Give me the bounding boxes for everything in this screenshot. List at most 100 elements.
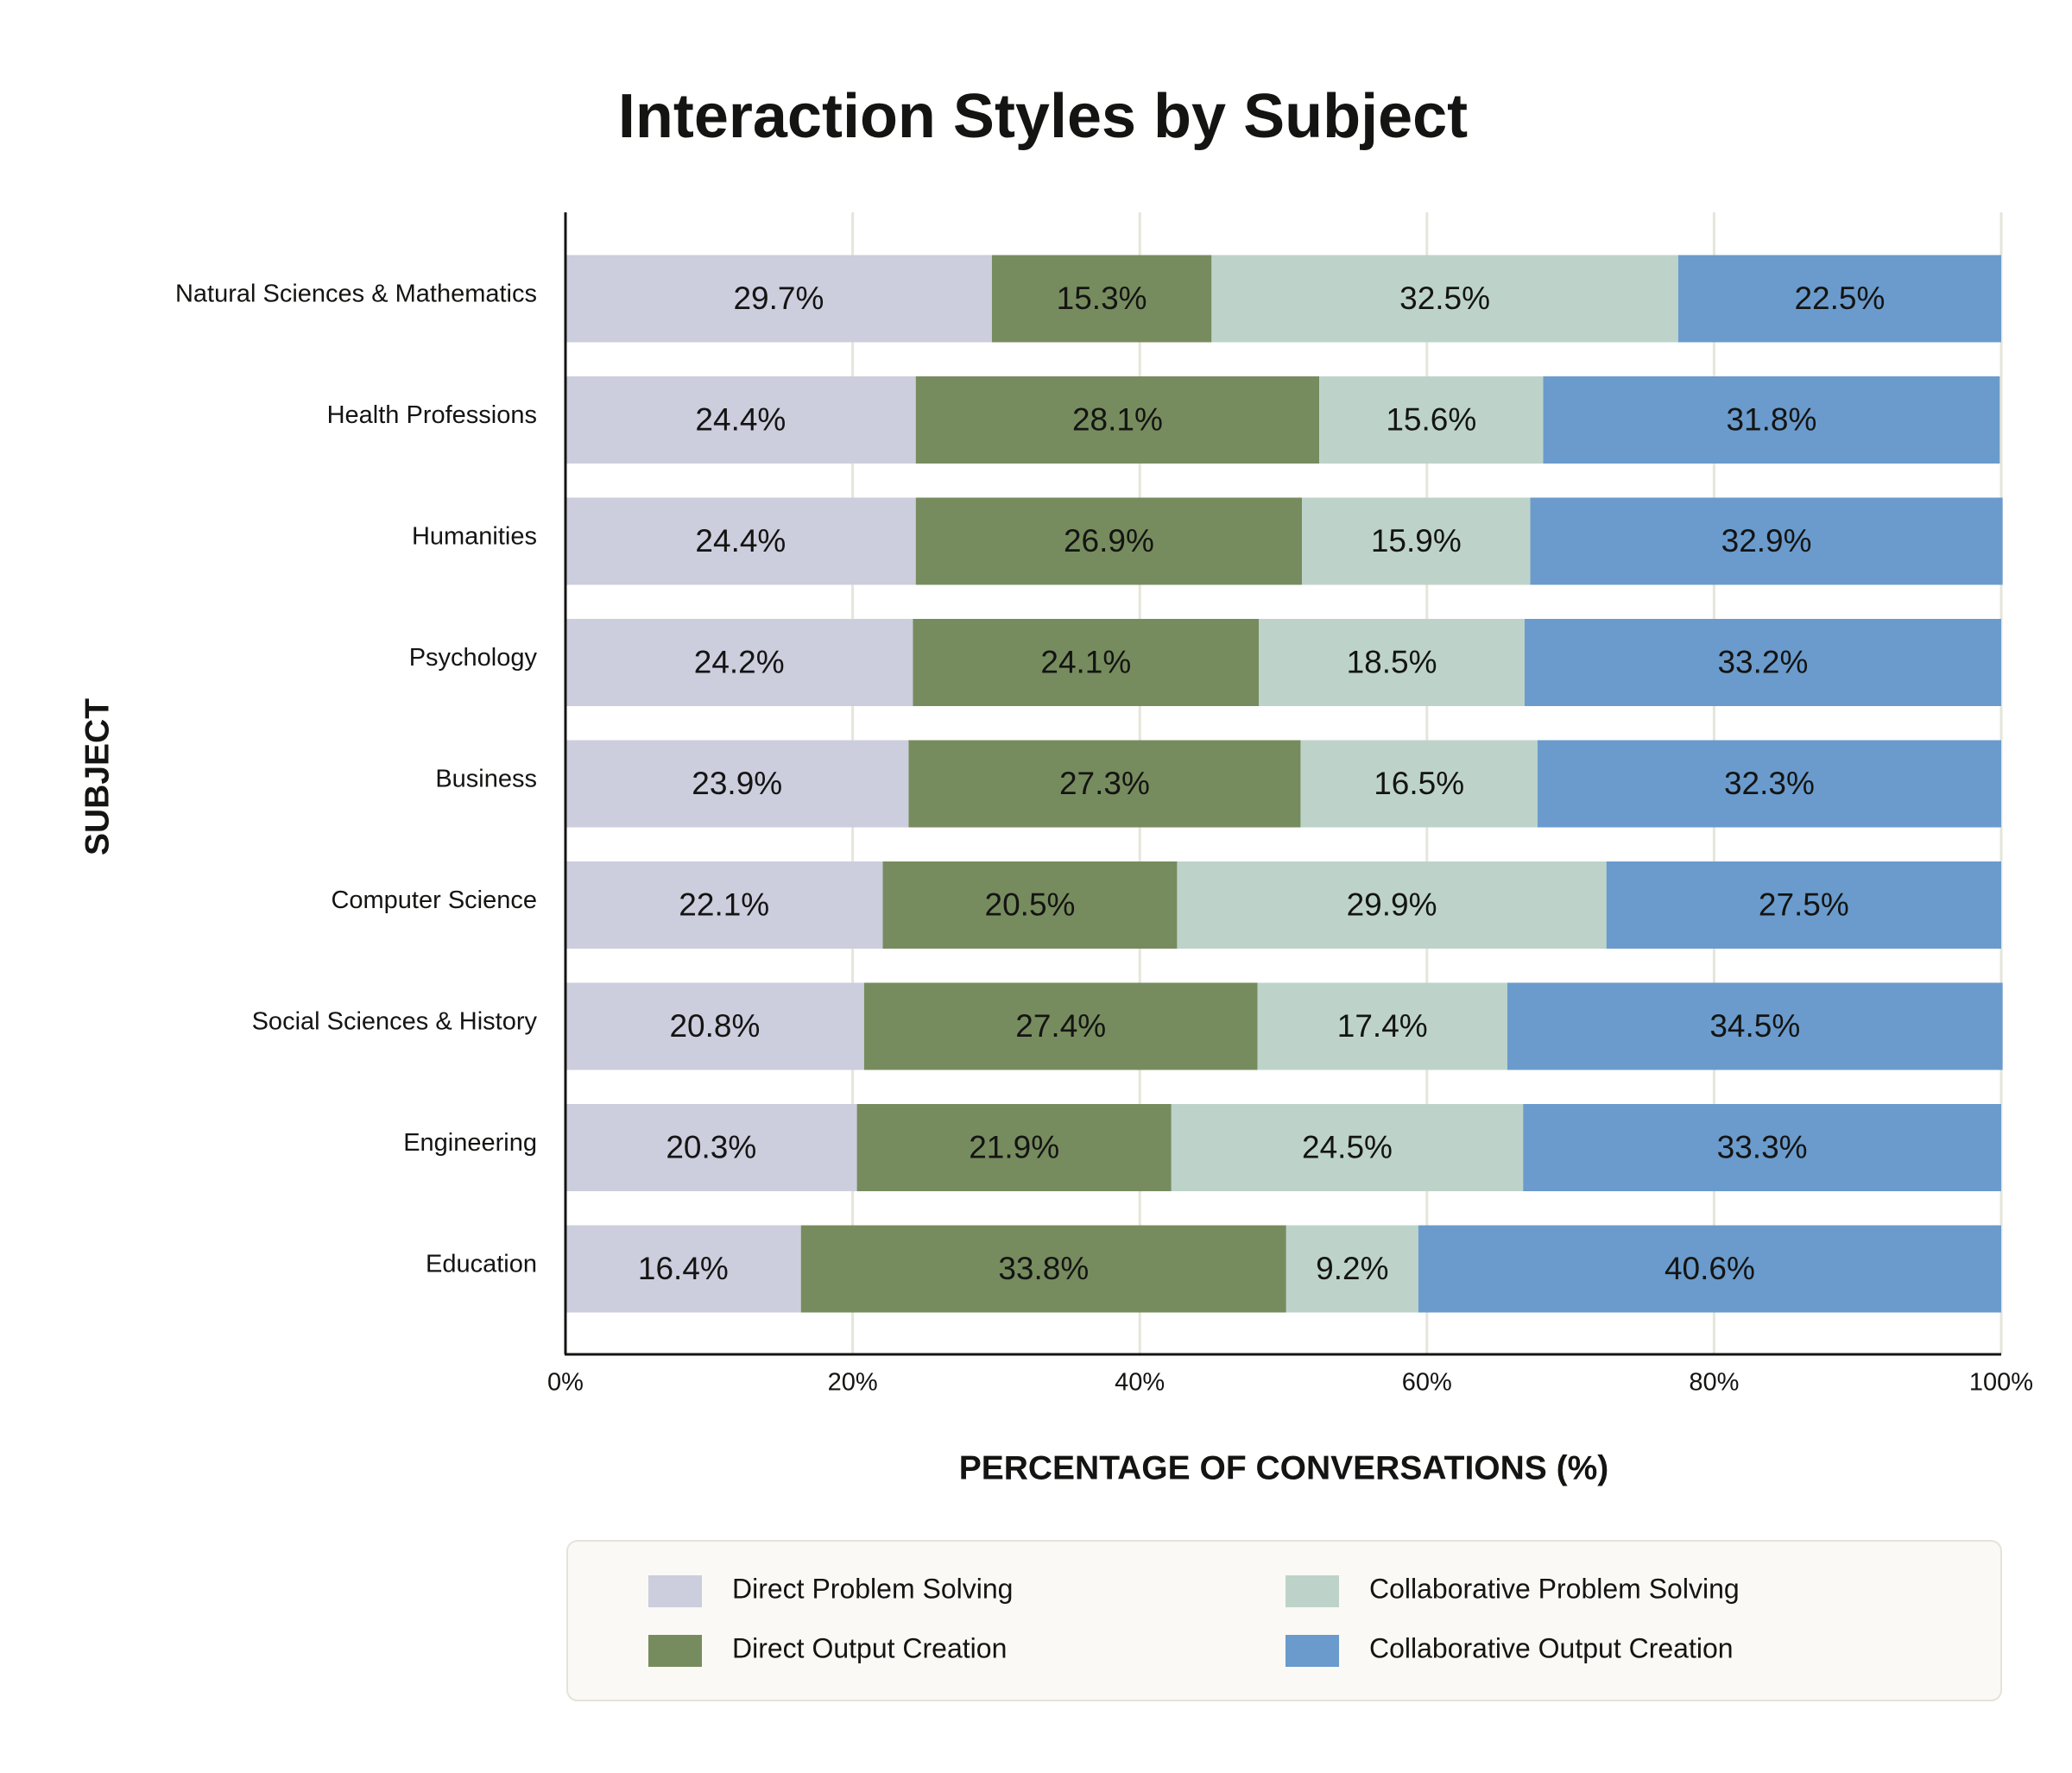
value-label: 34.5% [1709,1008,1800,1044]
bars: 29.7% 15.3% 32.5% 22.5% 24.4% 28.1% 15.6% 31.8%… [565,255,2003,1313]
value-label: 16.5% [1374,766,1464,801]
value-label: 29.7% [733,281,824,316]
y-tick-label: Computer Science [331,886,537,914]
bar-segment [915,497,1303,585]
bar-segment [1537,740,2001,828]
value-label: 32.3% [1724,766,1815,801]
bar-segment [1606,861,2001,949]
value-label: 27.4% [1015,1008,1106,1044]
legend-swatch [1286,1575,1339,1607]
value-label: 20.8% [669,1008,760,1044]
y-tick-label: Social Sciences & History [252,1008,538,1036]
y-tick-label: Business [435,766,537,793]
bar-segment [1300,740,1538,828]
x-tick-label: 100% [1969,1369,2033,1397]
bar-segment [565,982,864,1070]
value-label: 23.9% [692,766,782,801]
bar-segment [856,1104,1172,1191]
value-label: 29.9% [1347,886,1437,922]
y-tick-label: Health Professions [327,401,537,429]
bar-segment [565,497,916,585]
bar-segment [1319,376,1544,464]
bar-segment [565,1225,801,1313]
value-label: 24.2% [694,644,785,679]
legend-label: Collaborative Problem Solving [1369,1573,1740,1604]
y-axis-title: SUBJECT [79,698,116,855]
y-tick-label: Humanities [412,523,537,551]
value-label: 21.9% [969,1129,1059,1164]
x-axis-title: PERCENTAGE OF CONVERSATIONS (%) [959,1449,1609,1486]
x-tick-label: 60% [1402,1369,1452,1397]
x-tick-label: 20% [828,1369,878,1397]
bar-segment [1523,1104,2001,1191]
chart-title: Interaction Styles by Subject [618,82,1468,151]
y-tick-label: Education [426,1251,537,1278]
bar-segment [1177,861,1607,949]
legend-swatch [1286,1635,1339,1667]
value-label: 32.5% [1399,281,1490,316]
legend-swatch [648,1575,702,1607]
bar-segment [1286,1225,1418,1313]
bar-segment [1543,376,2000,464]
y-tick-label: Engineering [403,1129,537,1157]
bar-segment [915,376,1320,464]
value-label: 32.9% [1721,523,1812,558]
legend-box [566,1540,2002,1701]
bar-segment [565,740,909,828]
bar-segment [1530,497,2003,585]
value-label: 15.9% [1371,523,1462,558]
value-label: 28.1% [1072,401,1163,437]
value-label: 27.5% [1759,886,1849,922]
bar-segment [1524,619,2001,706]
bar-segment [800,1225,1286,1313]
bar-segment [1302,497,1531,585]
value-label: 18.5% [1347,644,1437,679]
value-label: 24.5% [1302,1129,1393,1164]
bar-segment [1507,982,2003,1070]
y-tick-label: Natural Sciences & Mathematics [175,281,537,308]
value-label: 22.5% [1794,281,1885,316]
x-tick-label: 40% [1115,1369,1165,1397]
bar-segment [565,619,913,706]
value-label: 20.5% [985,886,1076,922]
value-label: 24.4% [695,523,786,558]
legend-label: Direct Problem Solving [732,1573,1013,1604]
value-label: 27.3% [1059,766,1150,801]
value-label: 26.9% [1064,523,1154,558]
bar-segment [565,1104,857,1191]
value-label: 24.1% [1040,644,1131,679]
bar-segment [1677,255,2001,343]
bar-segment [1211,255,1678,343]
legend-label: Direct Output Creation [732,1632,1007,1663]
bar-segment [1259,619,1525,706]
bar-segment [882,861,1178,949]
value-label: 40.6% [1665,1251,1755,1286]
value-label: 33.8% [998,1251,1089,1286]
legend: Direct Problem Solving Direct Output Crea… [648,1573,1740,1667]
value-label: 9.2% [1316,1251,1388,1286]
bar-segment [908,740,1301,828]
legend-swatch [648,1635,702,1667]
bar-segment [913,619,1260,706]
value-label: 15.6% [1386,401,1476,437]
value-label: 33.3% [1717,1129,1808,1164]
bar-segment [565,376,916,464]
value-label: 31.8% [1726,401,1816,437]
value-label: 22.1% [679,886,769,922]
x-tick-label: 80% [1689,1369,1739,1397]
legend-label: Collaborative Output Creation [1369,1632,1734,1663]
bar-segment [991,255,1212,343]
bar-segment [565,861,883,949]
x-tick-label: 0% [547,1369,584,1397]
value-label: 15.3% [1057,281,1147,316]
bar-segment [863,982,1258,1070]
value-label: 24.4% [695,401,786,437]
bar-segment [1257,982,1507,1070]
bar-segment [1171,1104,1524,1191]
value-label: 17.4% [1337,1008,1428,1044]
value-label: 33.2% [1717,644,1808,679]
bar-segment [565,255,992,343]
value-label: 16.4% [638,1251,729,1286]
